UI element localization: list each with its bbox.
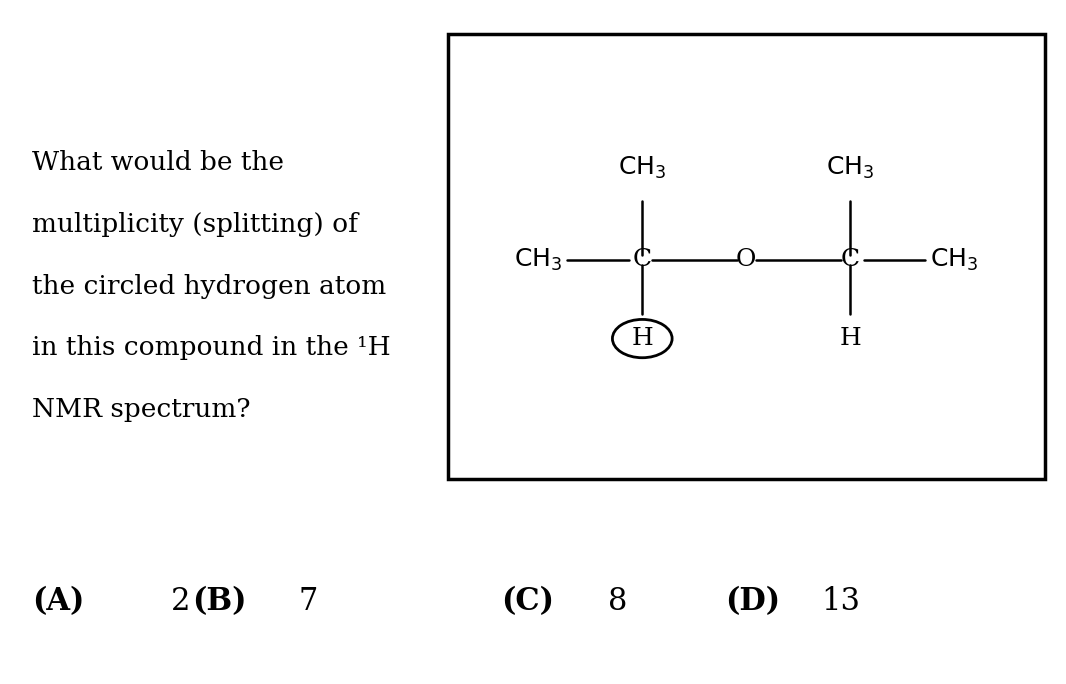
Text: $\mathrm{CH_3}$: $\mathrm{CH_3}$ <box>618 155 666 181</box>
Text: multiplicity (splitting) of: multiplicity (splitting) of <box>32 212 358 237</box>
Text: $\mathrm{CH_3}$: $\mathrm{CH_3}$ <box>514 247 563 273</box>
Text: 13: 13 <box>821 586 860 618</box>
Text: 8: 8 <box>608 586 627 618</box>
Text: C: C <box>633 248 651 272</box>
Text: H: H <box>839 327 861 350</box>
Text: 2: 2 <box>171 586 190 618</box>
Text: (C): (C) <box>501 586 554 618</box>
Text: NMR spectrum?: NMR spectrum? <box>32 397 251 422</box>
Text: $\mathrm{CH_3}$: $\mathrm{CH_3}$ <box>826 155 874 181</box>
Text: C: C <box>841 248 859 272</box>
Text: (B): (B) <box>192 586 246 618</box>
Text: the circled hydrogen atom: the circled hydrogen atom <box>32 274 386 299</box>
Text: $\mathrm{CH_3}$: $\mathrm{CH_3}$ <box>930 247 979 273</box>
Text: (A): (A) <box>32 586 84 618</box>
Text: in this compound in the ¹H: in this compound in the ¹H <box>32 335 391 360</box>
Text: 7: 7 <box>298 586 318 618</box>
Text: O: O <box>736 248 757 272</box>
Text: What would be the: What would be the <box>32 150 284 176</box>
Text: H: H <box>631 327 653 350</box>
Text: (D): (D) <box>725 586 780 618</box>
